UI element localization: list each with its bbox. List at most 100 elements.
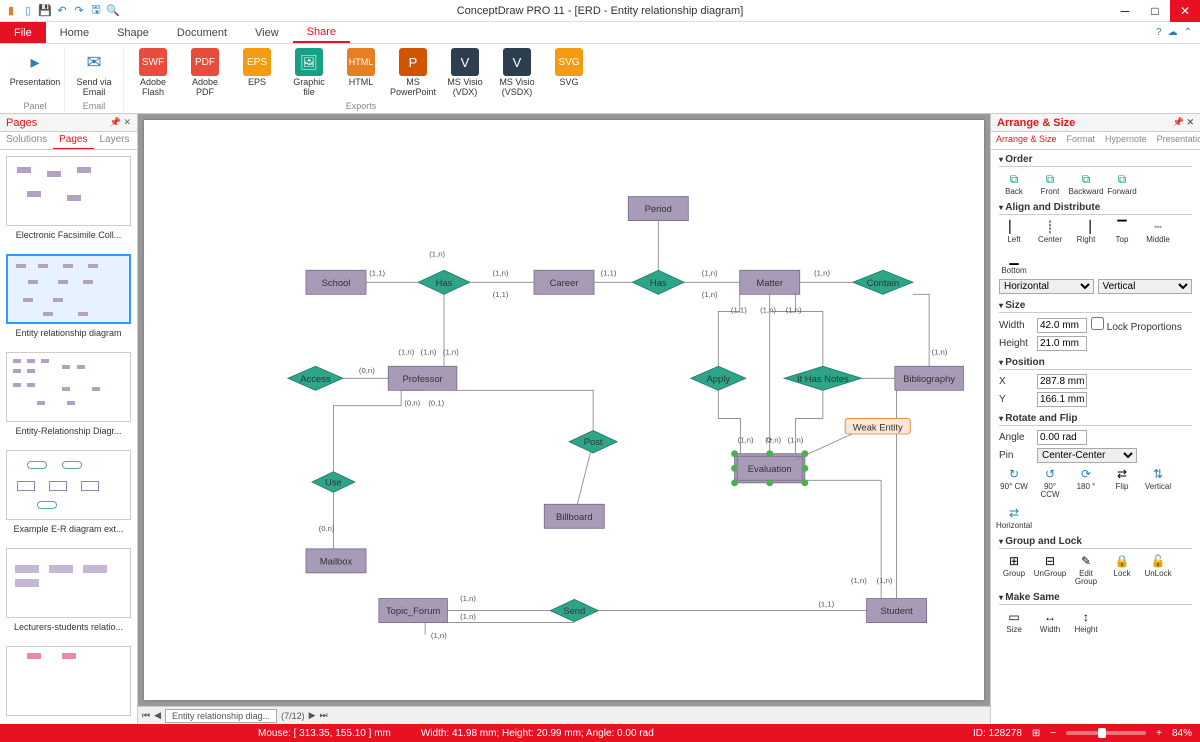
svg-text:(1,1): (1,1) bbox=[818, 599, 834, 608]
page-thumb[interactable] bbox=[6, 646, 131, 720]
tab-home[interactable]: Home bbox=[46, 22, 103, 43]
tab-share[interactable]: Share bbox=[293, 22, 350, 43]
svg-text:(1,n): (1,n) bbox=[493, 268, 509, 277]
rtab-hypernote[interactable]: Hypernote bbox=[1100, 132, 1152, 149]
align-bottom-button[interactable]: ▁Bottom bbox=[999, 250, 1029, 275]
subtab-layers[interactable]: Layers bbox=[94, 132, 136, 149]
distribute-vert-select[interactable]: Vertical bbox=[1098, 279, 1193, 294]
pin-icon[interactable]: 📌 ✕ bbox=[1173, 117, 1194, 128]
open-icon[interactable]: ▯ bbox=[21, 4, 35, 18]
doc-tab-label[interactable]: Entity relationship diag... bbox=[165, 709, 277, 723]
tab-first-icon[interactable]: ⏮ bbox=[142, 710, 150, 721]
save2-icon[interactable]: 🖫 bbox=[89, 4, 103, 18]
svg-button[interactable]: SVGSVG bbox=[546, 46, 592, 101]
align-top-button[interactable]: ▔Top bbox=[1107, 219, 1137, 244]
svg-text:School: School bbox=[322, 277, 351, 288]
page-thumb[interactable]: Entity-Relationship Diagr... bbox=[6, 352, 131, 436]
rtab-format[interactable]: Format bbox=[1062, 132, 1101, 149]
order-front-button[interactable]: ⧉Front bbox=[1035, 171, 1065, 196]
help-icon[interactable]: ? bbox=[1156, 27, 1162, 38]
pin-select[interactable]: Center-Center bbox=[1037, 448, 1137, 463]
align-right-button[interactable]: ▕Right bbox=[1071, 219, 1101, 244]
tab-view[interactable]: View bbox=[241, 22, 293, 43]
vsdx-button[interactable]: VMS Visio (VSDX) bbox=[494, 46, 540, 101]
find-icon[interactable]: 🔍 bbox=[106, 4, 120, 18]
page-thumb[interactable]: Example E-R diagram ext... bbox=[6, 450, 131, 534]
graphic-button[interactable]: 🖼Graphic file bbox=[286, 46, 332, 101]
app-title: ConceptDraw PRO 11 - [ERD - Entity relat… bbox=[457, 5, 744, 17]
svg-text:(0,n): (0,n) bbox=[319, 524, 335, 533]
height-input[interactable] bbox=[1037, 336, 1087, 351]
align-center-button[interactable]: ┊Center bbox=[1035, 219, 1065, 244]
svg-text:(1,n): (1,n) bbox=[421, 347, 437, 356]
save-icon[interactable]: 💾 bbox=[38, 4, 52, 18]
svg-text:(1,n): (1,n) bbox=[443, 347, 459, 356]
align-middle-button[interactable]: ┈Middle bbox=[1143, 219, 1173, 244]
page-thumb[interactable]: Lecturers-students relatio... bbox=[6, 548, 131, 632]
close-button[interactable]: ✕ bbox=[1170, 0, 1200, 22]
editgroup-button[interactable]: ✎Edit Group bbox=[1071, 553, 1101, 586]
vdx-button[interactable]: VMS Visio (VDX) bbox=[442, 46, 488, 101]
rotate-180-button[interactable]: ⟳180 ° bbox=[1071, 466, 1101, 499]
rtab-arrange[interactable]: Arrange & Size bbox=[991, 132, 1062, 149]
rotate-ccw-button[interactable]: ↺90° CCW bbox=[1035, 466, 1065, 499]
undo-icon[interactable]: ↶ bbox=[55, 4, 69, 18]
flip-horiz-button[interactable]: ⇄Horizontal bbox=[999, 505, 1029, 530]
canvas[interactable]: (1,1)(1,n)(1,1)(1,1)(1,n)(1,n)(1,n)(1,n)… bbox=[144, 120, 984, 700]
html-button[interactable]: HTMLHTML bbox=[338, 46, 384, 101]
group-button[interactable]: ⊞Group bbox=[999, 553, 1029, 586]
lock-button[interactable]: 🔒Lock bbox=[1107, 553, 1137, 586]
minimize-button[interactable]: ─ bbox=[1110, 0, 1140, 22]
align-left-button[interactable]: ▏Left bbox=[999, 219, 1029, 244]
svg-text:Has: Has bbox=[650, 277, 667, 288]
svg-text:(1,1): (1,1) bbox=[731, 305, 747, 314]
zoom-in-icon[interactable]: + bbox=[1156, 728, 1162, 739]
rtab-presentation[interactable]: Presentation bbox=[1152, 132, 1200, 149]
new-icon[interactable]: ▮ bbox=[4, 4, 18, 18]
same-size-button[interactable]: ▭Size bbox=[999, 609, 1029, 634]
width-input[interactable] bbox=[1037, 318, 1087, 333]
angle-input[interactable] bbox=[1037, 430, 1087, 445]
tab-prev-icon[interactable]: ◀ bbox=[154, 710, 161, 721]
rotate-cw-button[interactable]: ↻90° CW bbox=[999, 466, 1029, 499]
ungroup-button[interactable]: ⊟UnGroup bbox=[1035, 553, 1065, 586]
zoom-slider[interactable] bbox=[1066, 731, 1146, 735]
subtab-solutions[interactable]: Solutions bbox=[0, 132, 53, 149]
order-forward-button[interactable]: ⧉Forward bbox=[1107, 171, 1137, 196]
subtab-pages[interactable]: Pages bbox=[53, 132, 93, 149]
status-icon[interactable]: ⊞ bbox=[1032, 728, 1040, 739]
cloud-icon[interactable]: ☁ bbox=[1168, 27, 1178, 38]
pages-panel: Pages📌 ✕ Solutions Pages Layers Electron… bbox=[0, 114, 138, 724]
redo-icon[interactable]: ↷ bbox=[72, 4, 86, 18]
distribute-horiz-select[interactable]: Horizontal bbox=[999, 279, 1094, 294]
tab-last-icon[interactable]: ⏭ bbox=[320, 710, 328, 721]
tab-document[interactable]: Document bbox=[163, 22, 241, 43]
flip-button[interactable]: ⇄Flip bbox=[1107, 466, 1137, 499]
presentation-button[interactable]: ▸Presentation bbox=[12, 46, 58, 101]
x-input[interactable] bbox=[1037, 374, 1087, 389]
flip-vert-button[interactable]: ⇅Vertical bbox=[1143, 466, 1173, 499]
pdf-button[interactable]: PDFAdobe PDF bbox=[182, 46, 228, 101]
svg-text:Matter: Matter bbox=[756, 277, 783, 288]
flash-button[interactable]: SWFAdobe Flash bbox=[130, 46, 176, 101]
same-height-button[interactable]: ↕Height bbox=[1071, 609, 1101, 634]
lock-checkbox[interactable] bbox=[1091, 317, 1104, 330]
y-input[interactable] bbox=[1037, 392, 1087, 407]
min-ribbon-icon[interactable]: ⌃ bbox=[1184, 27, 1192, 38]
unlock-button[interactable]: 🔓UnLock bbox=[1143, 553, 1173, 586]
tab-next-icon[interactable]: ▶ bbox=[309, 710, 316, 721]
sendemail-button[interactable]: ✉Send via Email bbox=[71, 46, 117, 101]
order-back-button[interactable]: ⧉Back bbox=[999, 171, 1029, 196]
ppt-button[interactable]: PMS PowerPoint bbox=[390, 46, 436, 101]
tab-shape[interactable]: Shape bbox=[103, 22, 163, 43]
same-width-button[interactable]: ↔Width bbox=[1035, 609, 1065, 634]
zoom-out-icon[interactable]: − bbox=[1050, 728, 1056, 739]
order-backward-button[interactable]: ⧉Backward bbox=[1071, 171, 1101, 196]
svg-text:Apply: Apply bbox=[707, 373, 731, 384]
maximize-button[interactable]: □ bbox=[1140, 0, 1170, 22]
pin-icon[interactable]: 📌 ✕ bbox=[110, 117, 131, 128]
tab-file[interactable]: File bbox=[0, 22, 46, 43]
page-thumb[interactable]: Entity relationship diagram bbox=[6, 254, 131, 338]
page-thumb[interactable]: Electronic Facsimile Coll... bbox=[6, 156, 131, 240]
eps-button[interactable]: EPSEPS bbox=[234, 46, 280, 101]
